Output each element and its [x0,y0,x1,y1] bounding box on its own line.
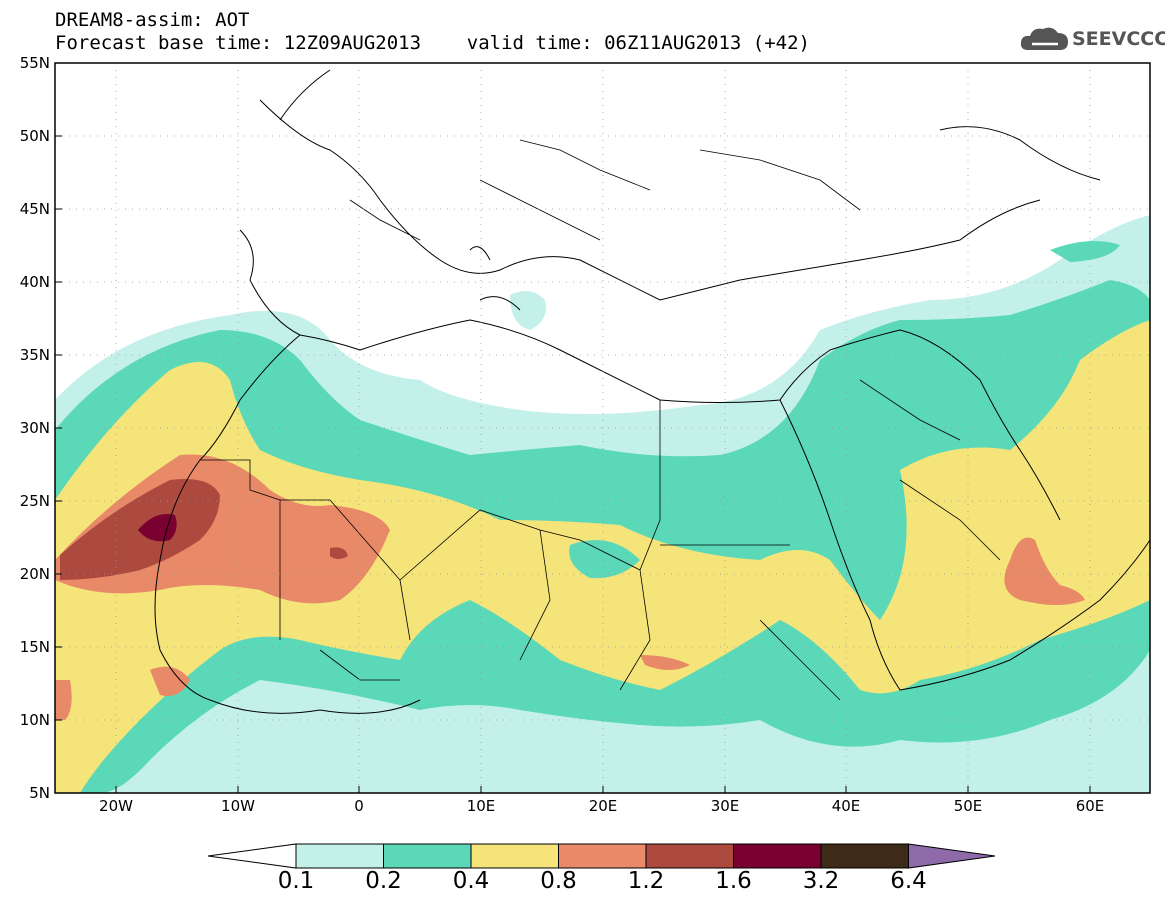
colorbar-label: 0.2 [365,868,402,894]
lon-label: 10E [466,797,496,815]
colorbar-label: 0.8 [540,868,577,894]
aot-level-0-8 [1004,537,1085,605]
lat-label: 50N [19,127,50,145]
lat-label: 10N [19,711,50,729]
product-title: DREAM8-assim: AOT [55,9,250,31]
lon-label: 60E [1075,797,1105,815]
colorbar-underflow [207,843,297,869]
colorbar-swatch [733,843,822,869]
aot-level-0-4 [569,540,640,579]
aot-level-1-2 [330,547,348,559]
lon-label: 50E [953,797,983,815]
time-info: Forecast base time: 12Z09AUG2013 valid t… [55,32,810,54]
coastlines [154,69,1150,714]
colorbar-swatch [645,843,734,869]
lat-label: 30N [19,419,50,437]
lon-label: 40E [831,797,861,815]
colorbar [207,843,996,869]
colorbar-overflow [908,843,996,869]
lon-label: 20E [588,797,618,815]
colorbar-label: 0.4 [452,868,490,894]
cloud-icon [1020,27,1068,50]
colorbar-label: 3.2 [802,868,840,894]
aot-level-0-1 [510,291,546,330]
lon-label: 20W [99,797,133,815]
lat-label: 40N [19,273,50,291]
lat-label: 55N [19,54,50,72]
lat-label: 35N [19,346,50,364]
colorbar-swatch [558,843,647,869]
colorbar-swatch [295,843,384,869]
lat-label: 20N [19,565,50,583]
graticule [55,63,1150,793]
aot-level-0-8 [640,655,690,670]
lon-label: 30E [710,797,740,815]
colorbar-label: 6.4 [890,868,927,894]
aot-level-0-8 [55,680,72,720]
lat-label: 25N [19,492,50,510]
lat-label: 5N [29,784,50,802]
colorbar-label: 1.6 [715,868,752,894]
colorbar-swatch [820,843,909,869]
borders [200,139,1001,701]
axis-ticks [55,135,1091,793]
colorbar-label: 1.2 [627,868,665,894]
aot-level-1-6 [138,514,177,542]
lon-label: 0 [354,797,364,815]
colorbar-swatch [470,843,559,869]
lat-label: 15N [19,638,50,656]
lon-label: 10W [221,797,255,815]
colorbar-label: 0.1 [277,868,315,894]
aot-field [55,63,1150,793]
logo-text: SEEVCCC [1072,28,1165,50]
aot-level-0-2 [1050,241,1120,262]
lat-label: 45N [19,200,50,218]
aot-level-0-8 [150,666,190,696]
colorbar-swatch [383,843,472,869]
